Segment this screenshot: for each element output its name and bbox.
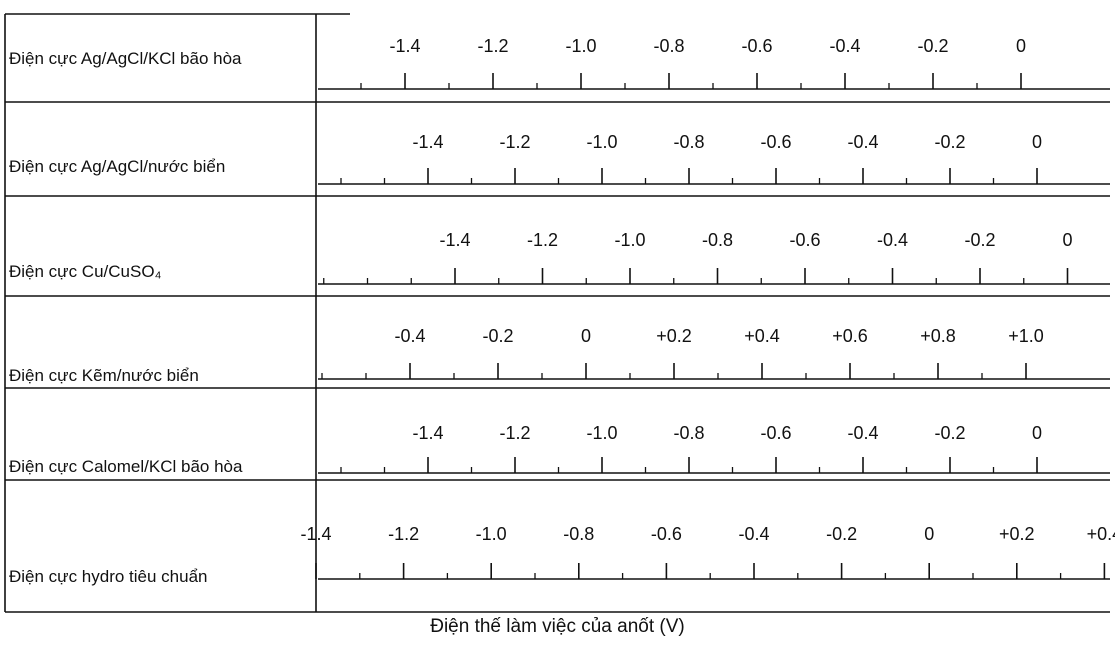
- tick-label: +1.0: [1008, 326, 1044, 346]
- tick-label: 0: [1016, 36, 1026, 56]
- tick-label: -1.0: [614, 230, 645, 250]
- tick-label: -0.8: [653, 36, 684, 56]
- tick-label: -1.4: [389, 36, 420, 56]
- tick-label: 0: [924, 524, 934, 544]
- tick-label: 0: [581, 326, 591, 346]
- tick-label: -1.0: [586, 423, 617, 443]
- tick-label: -1.4: [439, 230, 470, 250]
- row-label-ag-agcl-seawater: Điện cực Ag/AgCl/nước biển: [9, 157, 226, 176]
- potential-scale-row: -0.4 -0.2 0 +0.2 +0.4 +0.6 +0.8 +1.0: [318, 326, 1110, 380]
- tick-label: +0.2: [656, 326, 692, 346]
- tick-label: 0: [1032, 423, 1042, 443]
- tick-label: -1.0: [565, 36, 596, 56]
- tick-label: -1.0: [476, 524, 507, 544]
- tick-label: -1.2: [527, 230, 558, 250]
- potential-scale-row: -1.4 -1.2 -1.0 -0.8 -0.6 -0.4 -0.2 0: [318, 36, 1110, 90]
- tick-label: -0.6: [760, 423, 791, 443]
- potential-scale-row: -1.4 -1.2 -1.0 -0.8 -0.6 -0.4 -0.2 0: [318, 230, 1110, 285]
- tick-label: -0.4: [394, 326, 425, 346]
- tick-label: -0.2: [934, 423, 965, 443]
- tick-label: -0.4: [877, 230, 908, 250]
- tick-label: -0.6: [760, 132, 791, 152]
- tick-label: -0.8: [702, 230, 733, 250]
- table-frame: [4, 13, 1110, 613]
- tick-label: -0.2: [934, 132, 965, 152]
- tick-label: -1.2: [499, 423, 530, 443]
- x-axis-caption: Điện thế làm việc của anốt (V): [430, 616, 685, 637]
- potential-scale-row: -1.4 -1.2 -1.0 -0.8 -0.6 -0.4 -0.2 0: [318, 423, 1110, 474]
- tick-label: +0.6: [832, 326, 868, 346]
- row-label-cu-cuso4: Điện cực Cu/CuSO₄: [9, 262, 162, 281]
- tick-label: -0.8: [563, 524, 594, 544]
- tick-label: -1.2: [477, 36, 508, 56]
- tick-label: -0.4: [738, 524, 769, 544]
- row-label-zinc-seawater: Điện cực Kẽm/nước biển: [9, 366, 199, 385]
- tick-label: +0.2: [999, 524, 1035, 544]
- tick-label: -0.8: [673, 423, 704, 443]
- tick-label: -1.0: [586, 132, 617, 152]
- tick-label: -1.4: [412, 132, 443, 152]
- tick-label: -1.4: [412, 423, 443, 443]
- tick-label: -0.6: [741, 36, 772, 56]
- tick-label: -0.4: [847, 132, 878, 152]
- tick-label: 0: [1062, 230, 1072, 250]
- tick-label: -0.4: [847, 423, 878, 443]
- tick-label: -0.2: [917, 36, 948, 56]
- tick-label: 0: [1032, 132, 1042, 152]
- tick-label: -1.4: [300, 524, 331, 544]
- tick-label: -1.2: [499, 132, 530, 152]
- tick-label: -0.4: [829, 36, 860, 56]
- tick-label: -1.2: [388, 524, 419, 544]
- row-label-ag-agcl-kcl: Điện cực Ag/AgCl/KCl bão hòa: [9, 49, 242, 68]
- tick-label: -0.6: [651, 524, 682, 544]
- potential-scale-row: -1.4 -1.2 -1.0 -0.8 -0.6 -0.4 -0.2 0: [318, 132, 1110, 185]
- row-label-standard-hydrogen: Điện cực hydro tiêu chuẩn: [9, 567, 208, 586]
- tick-label: -0.6: [789, 230, 820, 250]
- tick-label: -0.8: [673, 132, 704, 152]
- tick-label: +0.4: [744, 326, 780, 346]
- tick-label: +0.8: [920, 326, 956, 346]
- potential-scale-row: -1.4 -1.2 -1.0 -0.8 -0.6 -0.4 -0.2 0 +0.2 +0.4: [300, 524, 1115, 580]
- tick-label: -0.2: [482, 326, 513, 346]
- tick-label: +0.4: [1087, 524, 1115, 544]
- tick-label: -0.2: [964, 230, 995, 250]
- tick-label: -0.2: [826, 524, 857, 544]
- row-label-calomel-kcl: Điện cực Calomel/KCl bão hòa: [9, 457, 243, 476]
- potential-scales: -1.4 -1.2 -1.0 -0.8 -0.6 -0.4 -0.2 0-1.4 -1.2 -1.…: [300, 36, 1115, 580]
